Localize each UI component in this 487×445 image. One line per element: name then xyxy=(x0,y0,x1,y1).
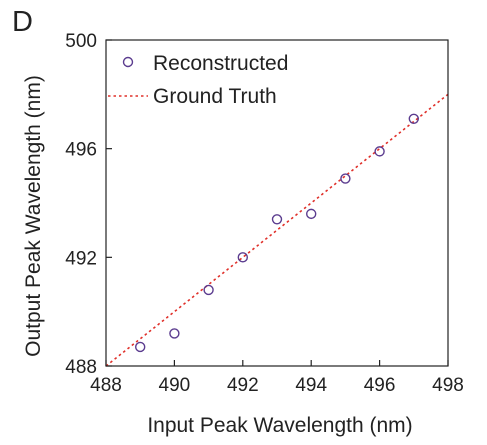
y-tick-label: 500 xyxy=(65,31,97,52)
data-point xyxy=(374,146,385,157)
data-point xyxy=(169,328,180,339)
x-tick-label: 490 xyxy=(159,375,191,396)
plot-frame xyxy=(105,39,449,367)
y-axis-title: Output Peak Wavelength (nm) xyxy=(22,75,45,357)
ground-truth-series xyxy=(105,93,449,367)
data-point xyxy=(134,341,146,353)
data-point xyxy=(271,214,283,225)
panel-label: D xyxy=(12,6,33,38)
legend-label-reconstructed: Reconstructed xyxy=(153,52,288,75)
data-point xyxy=(408,113,419,124)
ground-truth-line xyxy=(105,93,449,367)
ticks: 488 490 492 494 496 498 488 492 496 500 xyxy=(65,31,464,396)
data-point xyxy=(306,208,317,220)
y-tick-label: 488 xyxy=(65,357,97,378)
y-tick-label: 492 xyxy=(65,248,97,269)
legend-label-ground-truth: Ground Truth xyxy=(153,85,277,108)
y-tick-label: 496 xyxy=(65,140,97,161)
x-tick-label: 496 xyxy=(364,375,396,396)
data-point xyxy=(340,173,351,184)
reconstructed-series xyxy=(134,113,419,353)
x-tick-label: 488 xyxy=(90,375,122,396)
x-tick-label: 498 xyxy=(432,375,464,396)
data-point xyxy=(203,284,214,296)
legend: Reconstructed Ground Truth xyxy=(108,52,288,108)
x-tick-label: 494 xyxy=(295,375,327,396)
legend-marker-reconstructed xyxy=(122,56,134,68)
x-tick-label: 492 xyxy=(227,375,259,396)
x-axis-title: Input Peak Wavelength (nm) xyxy=(147,414,412,437)
data-point xyxy=(237,252,249,263)
